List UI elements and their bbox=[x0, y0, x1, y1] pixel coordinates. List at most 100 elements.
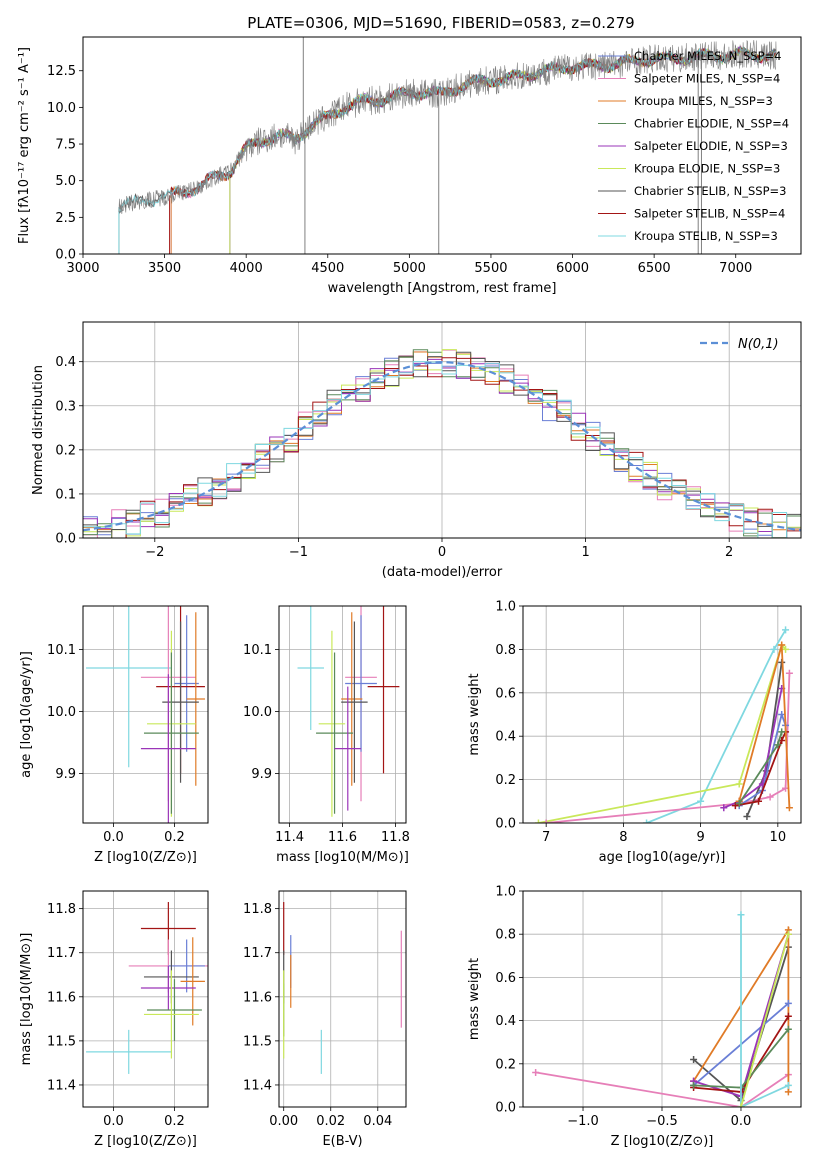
series-marker-salpeter_miles bbox=[542, 819, 550, 823]
y-tick-label: 0.6 bbox=[495, 686, 516, 701]
y-tick-label: 0.0 bbox=[495, 817, 516, 832]
series-marker-kroupa_miles bbox=[778, 641, 786, 649]
x-tick-label: 8 bbox=[619, 830, 627, 845]
series-line-kroupa_stelib bbox=[646, 629, 787, 823]
x-tick-label: 0.04 bbox=[363, 1114, 392, 1129]
series-marker-salpeter_stelib bbox=[731, 802, 739, 810]
y-tick-label: 0.8 bbox=[495, 643, 516, 658]
series-marker-kroupa_elodie bbox=[534, 819, 542, 823]
x-axis-label: Z [log10(Z/Z⊙)] bbox=[94, 850, 197, 865]
y-tick-label: 0.4 bbox=[495, 730, 516, 745]
y-axis-label: age [log10(age/yr)] bbox=[19, 651, 34, 778]
y-tick-label: 11.7 bbox=[47, 946, 76, 961]
plot-frame bbox=[82, 605, 209, 824]
x-tick-label: 6000 bbox=[556, 261, 589, 276]
series-marker-kroupa_stelib bbox=[643, 819, 651, 823]
mass-vs-ebv-panel: 0.00 0.02 0.04 11.4 11.5 11.6 11.7 11.8 E(B-V) bbox=[243, 890, 407, 1149]
series-marker-kroupa_stelib bbox=[770, 645, 778, 653]
x-tick-label: 11.8 bbox=[381, 830, 410, 845]
y-tick-label: 11.8 bbox=[243, 902, 272, 917]
series-marker-salpeter_miles bbox=[532, 1068, 540, 1076]
y-tick-label: 11.6 bbox=[47, 990, 76, 1005]
x-axis-label: mass [log10(M/M⊙)] bbox=[276, 850, 409, 865]
y-tick-label: 1.0 bbox=[495, 885, 516, 900]
y-tick-label: 10.0 bbox=[47, 101, 76, 116]
series-marker-chabrier_stelib bbox=[690, 1055, 698, 1063]
x-tick-label: 0 bbox=[438, 545, 446, 560]
x-tick-label: −1.0 bbox=[567, 1114, 599, 1129]
plot-frame bbox=[278, 890, 407, 1108]
y-tick-label: 0.2 bbox=[495, 1057, 516, 1072]
plot-frame bbox=[82, 890, 209, 1108]
y-tick-label: 0.6 bbox=[495, 971, 516, 986]
x-axis-label: Z [log10(Z/Z⊙)] bbox=[94, 1134, 197, 1149]
x-tick-label: 0.0 bbox=[103, 1114, 124, 1129]
age-vs-mass-panel: 11.4 11.6 11.8 9.9 10.0 10.1 mass [log10(M/M⊙)… bbox=[243, 605, 410, 865]
y-tick-label: 0.0 bbox=[55, 248, 76, 263]
series-marker-chabrier_elodie bbox=[784, 1025, 792, 1033]
y-tick-label: 10.0 bbox=[243, 705, 272, 720]
series-line-kroupa_stelib bbox=[740, 914, 789, 1107]
x-tick-label: 3000 bbox=[66, 261, 99, 276]
series-marker-chabrier_miles bbox=[784, 999, 792, 1007]
mass-vs-metallicity-panel: 0.0 0.2 11.4 11.5 11.6 11.7 11.8 Z [log10(Z/Z⊙)… bbox=[19, 890, 209, 1149]
series-line-salpeter_miles bbox=[535, 1071, 789, 1107]
series-marker-kroupa_stelib bbox=[697, 797, 705, 805]
plot-area bbox=[86, 606, 205, 823]
y-axis-label: Normed distribution bbox=[31, 365, 46, 495]
legend-label: Kroupa MILES, N_SSP=3 bbox=[634, 94, 773, 108]
x-axis-label: E(B-V) bbox=[322, 1134, 362, 1149]
y-tick-label: 10.1 bbox=[47, 643, 76, 658]
series-marker-kroupa_miles bbox=[784, 1088, 792, 1096]
observed-spectrum bbox=[118, 39, 777, 215]
x-tick-label: −0.5 bbox=[646, 1114, 678, 1129]
x-tick-label: 7000 bbox=[719, 261, 752, 276]
series-line-kroupa_elodie bbox=[538, 643, 787, 823]
mass-weight-vs-metallicity-panel: −1.0 −0.5 0.0 0.0 0.2 0.4 0.6 0.8 1.0 Z [log10(Z/… bbox=[467, 885, 802, 1149]
series-marker-kroupa_elodie bbox=[782, 645, 790, 653]
y-tick-label: 9.9 bbox=[251, 767, 272, 782]
x-tick-label: 5500 bbox=[474, 261, 507, 276]
x-tick-label: 5000 bbox=[393, 261, 426, 276]
legend-label: Kroupa STELIB, N_SSP=3 bbox=[634, 229, 778, 243]
plot-frame bbox=[82, 321, 802, 539]
x-tick-label: 0.02 bbox=[316, 1114, 345, 1129]
legend-label: N(0,1) bbox=[738, 337, 779, 352]
legend-label: Chabrier STELIB, N_SSP=3 bbox=[634, 184, 786, 198]
histogram-salpeter_miles bbox=[83, 349, 801, 538]
y-tick-label: 2.5 bbox=[55, 211, 76, 226]
x-tick-label: 1 bbox=[581, 545, 589, 560]
plot-frame bbox=[82, 36, 802, 255]
series-marker-kroupa_stelib bbox=[737, 911, 745, 919]
series-marker-salpeter_stelib bbox=[784, 1012, 792, 1020]
x-tick-label: 9 bbox=[696, 830, 704, 845]
y-tick-label: 11.6 bbox=[243, 990, 272, 1005]
x-axis-label: age [log10(age/yr)] bbox=[599, 850, 726, 865]
x-tick-label: 11.6 bbox=[328, 830, 357, 845]
x-tick-label: 0.2 bbox=[164, 830, 185, 845]
plot-area bbox=[118, 37, 777, 254]
x-tick-label: −2 bbox=[145, 545, 164, 560]
y-tick-label: 10.0 bbox=[47, 705, 76, 720]
series-marker-kroupa_elodie bbox=[737, 1103, 745, 1107]
y-axis-label: mass weight bbox=[467, 958, 482, 1040]
y-tick-label: 10.1 bbox=[243, 643, 272, 658]
x-tick-label: 10 bbox=[770, 830, 787, 845]
plot-frame bbox=[522, 605, 802, 824]
series-marker-salpeter_stelib bbox=[755, 797, 763, 805]
series-line-salpeter_stelib bbox=[735, 731, 787, 807]
y-axis-label: mass [log10(M/M⊙)] bbox=[19, 933, 34, 1066]
plot-frame bbox=[522, 890, 802, 1108]
y-tick-label: 0.2 bbox=[55, 443, 76, 458]
series-marker-salpeter_elodie bbox=[720, 804, 728, 812]
series-marker-kroupa_elodie bbox=[735, 780, 743, 788]
y-tick-label: 0.4 bbox=[495, 1014, 516, 1029]
y-tick-label: 11.5 bbox=[243, 1034, 272, 1049]
y-tick-label: 5.0 bbox=[55, 174, 76, 189]
y-tick-label: 7.5 bbox=[55, 138, 76, 153]
x-tick-label: 0.0 bbox=[103, 830, 124, 845]
series-marker-kroupa_elodie bbox=[784, 930, 792, 938]
x-tick-label: 0.2 bbox=[164, 1114, 185, 1129]
spectrum-panel: 3000 3500 4000 4500 5000 5500 6000 6500 7000 0.0 2… bbox=[17, 36, 802, 296]
x-tick-label: 6500 bbox=[638, 261, 671, 276]
